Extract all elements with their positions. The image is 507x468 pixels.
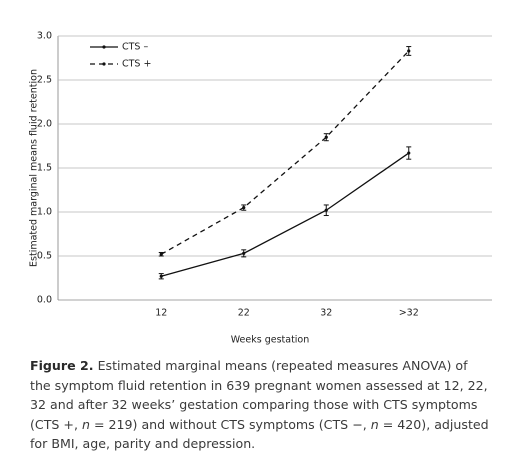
caption-text: = 219) and without CTS symptoms (CTS −, <box>89 416 371 432</box>
caption-text: Estimated marginal means (repeated measu… <box>30 358 488 432</box>
legend-label: CTS – <box>122 42 148 53</box>
legend-label: CTS + <box>122 59 151 70</box>
legend-marker <box>102 45 106 49</box>
y-axis-title: Estimated marginal means fluid retention <box>29 69 40 267</box>
caption-text: = 420), adjusted for BMI, age, parity an… <box>30 416 489 452</box>
point <box>159 252 163 256</box>
caption: Figure 2. Estimated marginal means (repe… <box>30 356 492 454</box>
y-tick-label: 1.0 <box>37 207 52 218</box>
point <box>242 251 246 255</box>
y-tick-label: 0.5 <box>37 251 52 262</box>
y-tick-label: 1.5 <box>37 163 52 174</box>
legend-marker <box>102 62 106 66</box>
series-line <box>160 50 410 255</box>
point <box>159 274 163 278</box>
point <box>407 49 411 53</box>
y-tick-label: 3.0 <box>37 31 52 42</box>
x-tick-label: 12 <box>155 308 167 319</box>
caption-text: n <box>81 416 90 432</box>
y-tick-label: 2.5 <box>37 75 52 86</box>
x-axis-title: Weeks gestation <box>231 335 310 346</box>
point <box>407 151 411 155</box>
point <box>242 206 246 210</box>
x-tick-label: 32 <box>320 308 332 319</box>
caption-label: Figure 2. <box>30 358 94 373</box>
x-tick-label: >32 <box>399 308 419 319</box>
caption-text: n <box>370 416 379 432</box>
x-tick-label: 22 <box>238 308 250 319</box>
y-tick-label: 2.0 <box>37 119 52 130</box>
point <box>324 208 328 212</box>
series-line <box>161 152 410 277</box>
point <box>324 135 328 139</box>
y-tick-label: 0.0 <box>37 295 52 306</box>
chart: Weeks gestation Estimated marginal means… <box>29 31 492 346</box>
